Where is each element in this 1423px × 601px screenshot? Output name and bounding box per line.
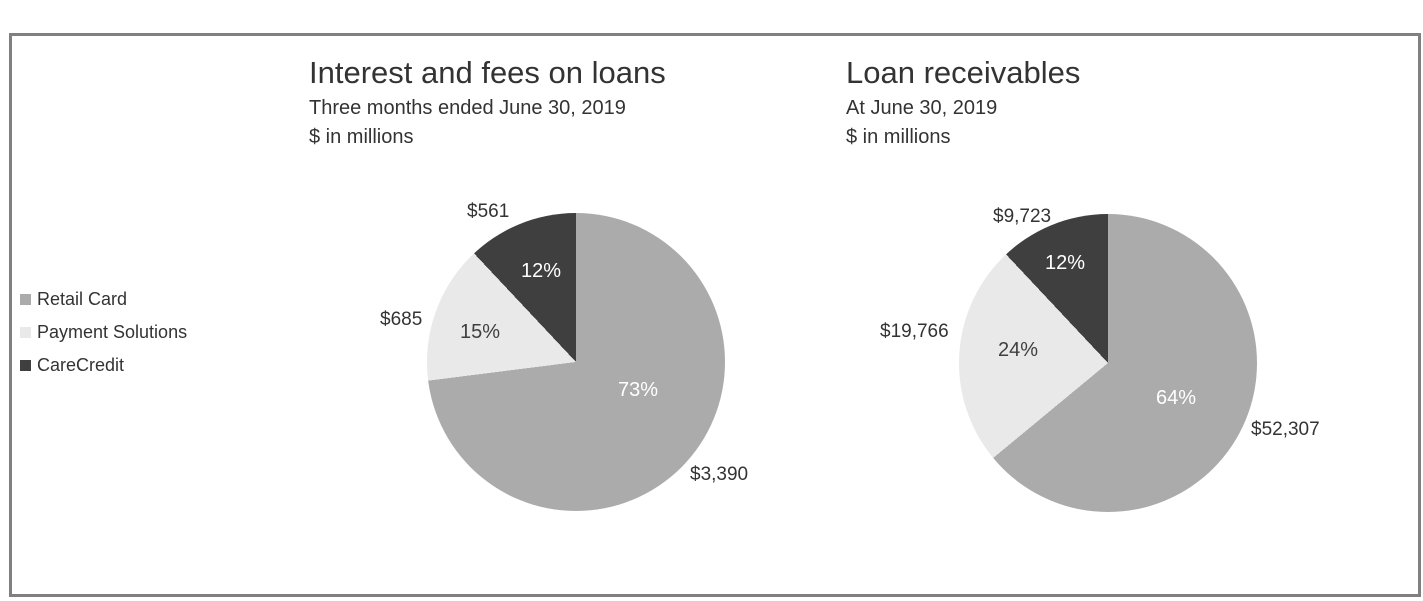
- value-label-payment-solutions: $19,766: [880, 321, 949, 342]
- payment-solutions-swatch-icon: [20, 326, 31, 338]
- pie-chart-loan-receivables: Loan receivables At June 30, 2019 $ in m…: [12, 36, 1418, 594]
- chart-units-note: $ in millions: [846, 126, 951, 149]
- chart-units-note: $ in millions: [309, 126, 414, 149]
- legend-item-retail-card: Retail Card: [20, 290, 187, 308]
- value-label-carecredit: $561: [467, 201, 510, 222]
- legend-item-payment-solutions: Payment Solutions: [20, 323, 187, 341]
- legend-label-payment-solutions: Payment Solutions: [37, 322, 188, 342]
- pie-graphic: [959, 214, 1257, 512]
- legend-label-retail-card: Retail Card: [37, 289, 128, 309]
- chart-header: Interest and fees on loans Three months …: [309, 55, 666, 149]
- retail-card-swatch-icon: [20, 293, 31, 305]
- pie-chart-interest-and-fees: Interest and fees on loans Three months …: [12, 36, 1418, 594]
- legend: Retail Card Payment Solutions CareCredit: [20, 290, 187, 389]
- value-label-carecredit: $9,723: [993, 206, 1052, 227]
- legend-item-carecredit: CareCredit: [20, 356, 187, 374]
- carecredit-swatch-icon: [20, 359, 31, 371]
- percent-label-carecredit: 12%: [521, 260, 562, 282]
- percent-label-retail-card: 73%: [618, 379, 659, 401]
- legend-label-carecredit: CareCredit: [37, 355, 125, 375]
- chart-subtitle: Three months ended June 30, 2019: [309, 97, 626, 120]
- percent-label-payment-solutions: 24%: [998, 339, 1039, 361]
- percent-label-payment-solutions: 15%: [460, 321, 501, 343]
- chart-title: Loan receivables: [846, 55, 1081, 90]
- value-label-retail-card: $3,390: [690, 464, 749, 485]
- pie-graphic: [427, 213, 725, 511]
- value-label-payment-solutions: $685: [380, 309, 423, 330]
- chart-header: Loan receivables At June 30, 2019 $ in m…: [846, 55, 1081, 149]
- percent-label-carecredit: 12%: [1045, 252, 1086, 274]
- chart-subtitle: At June 30, 2019: [846, 97, 998, 120]
- chart-frame: Retail Card Payment Solutions CareCredit…: [9, 33, 1421, 597]
- chart-title: Interest and fees on loans: [309, 55, 666, 90]
- percent-label-retail-card: 64%: [1156, 387, 1197, 409]
- value-label-retail-card: $52,307: [1251, 419, 1320, 440]
